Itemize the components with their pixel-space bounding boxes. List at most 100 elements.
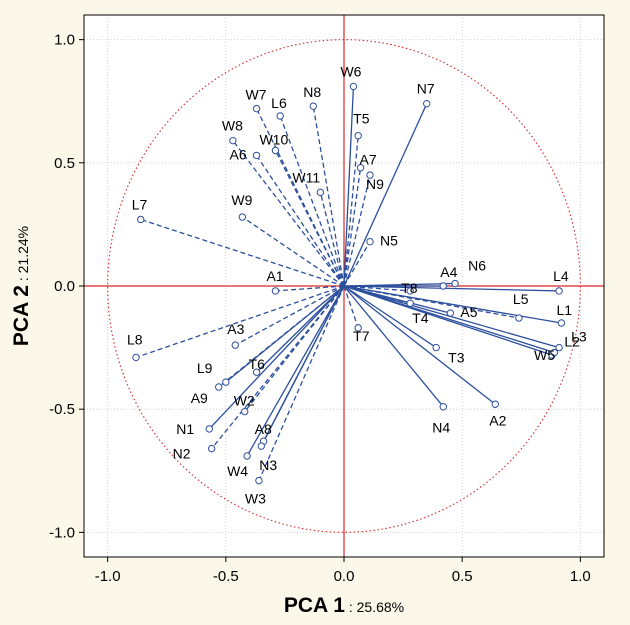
marker-n2 bbox=[207, 444, 216, 453]
x-tick-label: -0.5 bbox=[213, 568, 239, 585]
x-tick-label: 1.0 bbox=[570, 568, 591, 585]
label-l3: L3 bbox=[571, 329, 587, 345]
label-n4: N4 bbox=[432, 420, 450, 436]
marker-w3 bbox=[255, 476, 263, 485]
marker-t3 bbox=[432, 343, 440, 352]
label-a3: A3 bbox=[227, 321, 244, 337]
vector-l3 bbox=[343, 285, 560, 349]
label-w8: W8 bbox=[222, 118, 243, 134]
marker-n4 bbox=[439, 403, 447, 411]
label-w9: W9 bbox=[231, 192, 252, 208]
label-n1: N1 bbox=[176, 421, 194, 437]
x-axis-title: PCA 1 : 25.68% bbox=[284, 594, 404, 617]
marker-w7 bbox=[252, 104, 261, 113]
marker-w10 bbox=[271, 146, 280, 155]
y-axis-title-main: PCA 2 bbox=[10, 285, 33, 346]
y-axis-title: PCA 2 : 21.24% bbox=[10, 226, 33, 346]
label-l2: L2 bbox=[564, 334, 580, 350]
marker-t8 bbox=[406, 287, 414, 295]
marker-n7 bbox=[423, 99, 431, 108]
vector-n1 bbox=[208, 285, 345, 430]
vector-n4 bbox=[343, 285, 444, 408]
vector-l6 bbox=[279, 115, 345, 287]
marker-a9 bbox=[215, 383, 223, 391]
marker-l7 bbox=[137, 215, 145, 224]
marker-t6 bbox=[252, 368, 261, 376]
x-axis-ticks: -1.0 -0.5 0.0 0.5 1.0 bbox=[95, 557, 591, 585]
marker-n1 bbox=[205, 425, 213, 433]
vector-a2 bbox=[343, 285, 496, 405]
vector-a1 bbox=[275, 285, 345, 292]
y-tick-label: -0.5 bbox=[49, 401, 75, 418]
vector-w8 bbox=[232, 140, 345, 287]
label-n5: N5 bbox=[380, 233, 398, 249]
marker-a2 bbox=[491, 400, 499, 408]
label-n7: N7 bbox=[417, 81, 435, 97]
vector-t8 bbox=[343, 285, 411, 292]
label-a1: A1 bbox=[266, 268, 283, 284]
vector-n8 bbox=[312, 106, 345, 287]
vector-t6 bbox=[256, 285, 345, 373]
marker-a3 bbox=[231, 341, 239, 349]
marker-l5 bbox=[515, 314, 523, 322]
label-a2: A2 bbox=[489, 412, 506, 428]
marker-n8 bbox=[309, 102, 317, 110]
marker-l4 bbox=[555, 287, 563, 295]
label-l9: L9 bbox=[197, 360, 213, 376]
y-tick-label: -1.0 bbox=[49, 524, 75, 541]
vector-n5 bbox=[343, 241, 371, 287]
y-axis-ticks: -1.0 -0.5 0.0 0.5 1.0 bbox=[49, 32, 84, 541]
label-w6: W6 bbox=[340, 63, 361, 79]
label-w2: W2 bbox=[234, 393, 255, 409]
vector-n2 bbox=[211, 285, 345, 450]
label-t8: T8 bbox=[401, 280, 418, 296]
vector-t5 bbox=[343, 135, 359, 287]
label-a5: A5 bbox=[460, 304, 477, 320]
label-l5: L5 bbox=[513, 291, 529, 307]
marker-l8 bbox=[132, 353, 140, 362]
x-tick-label: 0.0 bbox=[334, 568, 355, 585]
vector-l2 bbox=[343, 285, 555, 354]
vector-w6 bbox=[343, 86, 355, 287]
marker-l6 bbox=[276, 112, 284, 120]
loading-vectors bbox=[135, 86, 562, 481]
marker-l2 bbox=[550, 348, 559, 357]
label-n2: N2 bbox=[173, 446, 191, 462]
vector-l8 bbox=[135, 285, 345, 359]
vector-l5 bbox=[343, 285, 520, 319]
vector-w4 bbox=[246, 285, 345, 457]
y-axis-title-suffix: : 21.24% bbox=[15, 226, 31, 285]
label-t7: T7 bbox=[353, 328, 370, 344]
vector-l7 bbox=[140, 218, 345, 287]
vector-t4 bbox=[343, 285, 411, 304]
label-t4: T4 bbox=[412, 310, 429, 326]
x-axis-title-suffix: : 25.68% bbox=[345, 599, 404, 615]
marker-n3 bbox=[257, 442, 265, 450]
marker-l1 bbox=[557, 319, 566, 327]
marker-w8 bbox=[229, 136, 237, 145]
marker-a1 bbox=[271, 287, 280, 295]
marker-a6 bbox=[252, 151, 261, 160]
marker-a5 bbox=[446, 309, 455, 317]
vector-a3 bbox=[234, 285, 345, 346]
marker-l3 bbox=[555, 343, 563, 352]
vector-a9 bbox=[218, 285, 345, 388]
marker-l9 bbox=[222, 378, 230, 386]
vector-l4 bbox=[343, 285, 560, 292]
vector-n9 bbox=[343, 174, 371, 287]
label-w11: W11 bbox=[292, 169, 320, 185]
x-axis-title-main: PCA 1 bbox=[284, 594, 345, 617]
label-l8: L8 bbox=[127, 331, 143, 347]
label-l6: L6 bbox=[271, 95, 287, 111]
vector-t7 bbox=[343, 285, 359, 329]
marker-n5 bbox=[366, 237, 374, 246]
label-t5: T5 bbox=[353, 111, 370, 127]
y-tick-label: 1.0 bbox=[54, 32, 75, 49]
label-w4: W4 bbox=[227, 463, 248, 479]
label-l4: L4 bbox=[553, 268, 569, 284]
label-w5: W5 bbox=[534, 347, 555, 363]
x-tick-label: -1.0 bbox=[95, 568, 121, 585]
vector-w3 bbox=[258, 285, 345, 481]
